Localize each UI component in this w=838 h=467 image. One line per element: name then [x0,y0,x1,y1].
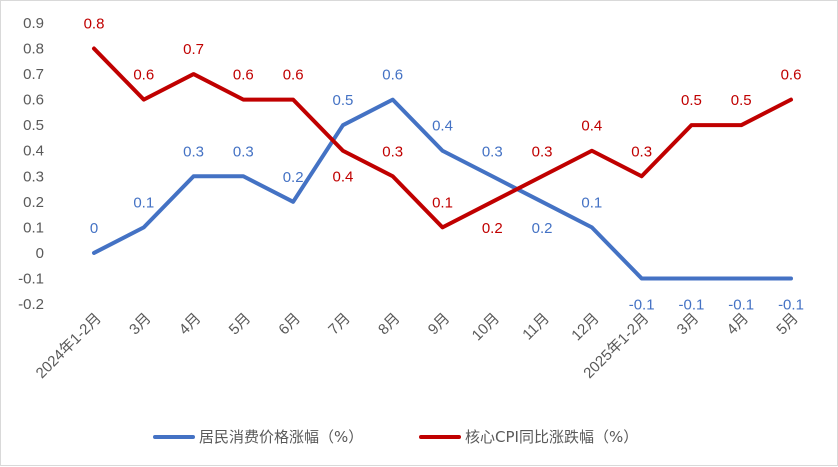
data-label: 0.3 [631,143,652,160]
y-tick-label: 0.4 [23,143,44,160]
x-tick-label: 2024年1-2月 [33,310,105,382]
data-label: 0.1 [432,194,453,211]
y-tick-label: 0.1 [23,219,44,236]
series-line-1 [92,46,793,230]
data-label: 0.3 [233,143,254,160]
data-label: 0.2 [532,220,553,237]
data-label: 0.3 [183,143,204,160]
y-tick-label: 0.8 [23,41,44,58]
x-tick-label: 8月 [375,310,404,339]
data-label: 0.5 [681,92,702,109]
data-label: 0.6 [382,67,403,84]
y-tick-label: 0.2 [23,194,44,211]
legend-label-core-cpi: 核心CPI同比涨跌幅（%） [465,428,639,446]
data-label: 0.1 [581,194,602,211]
data-label: -0.1 [778,296,804,313]
x-tick-label: 3月 [674,310,703,339]
data-label: 0.5 [332,92,353,109]
data-label: -0.1 [629,296,655,313]
data-label: 0.3 [532,143,553,160]
data-label: 0.8 [84,16,105,33]
data-label: 0.3 [382,143,403,160]
legend-item-core-cpi: 核心CPI同比涨跌幅（%） [419,426,638,447]
legend-swatch-core-cpi [419,434,461,439]
legend-swatch-cpi [153,434,195,439]
data-label: 0.4 [332,169,353,186]
x-tick-label: 12月 [568,310,602,344]
x-tick-label: 3月 [126,310,155,339]
x-tick-label: 5月 [773,310,802,339]
data-label: 0.2 [283,169,304,186]
data-label: 0.4 [581,118,602,135]
data-label: -0.1 [678,296,704,313]
y-tick-label: 0.7 [23,66,44,83]
y-tick-label: 0.5 [23,117,44,134]
data-label: 0.6 [133,67,154,84]
data-label: 0 [90,220,98,237]
data-label: 0.3 [482,143,503,160]
legend-item-cpi: 居民消费价格涨幅（%） [153,426,363,447]
data-label: 0.4 [432,118,453,135]
x-tick-label: 4月 [724,310,753,339]
data-label: 0.7 [183,41,204,58]
x-tick-label: 11月 [519,310,553,344]
x-tick-label: 10月 [469,310,503,344]
data-label: 0.2 [482,220,503,237]
x-tick-label: 4月 [176,310,205,339]
y-tick-label: -0.2 [18,296,44,313]
series-line-0 [92,97,793,281]
data-label: 0.6 [283,67,304,84]
y-tick-label: 0.6 [23,92,44,109]
x-tick-label: 5月 [226,310,255,339]
data-label: -0.1 [728,296,754,313]
y-tick-label: -0.1 [18,270,44,287]
data-label: 0.6 [233,67,254,84]
data-label: 0.6 [781,67,802,84]
x-tick-label: 6月 [275,310,304,339]
legend-label-cpi: 居民消费价格涨幅（%） [199,428,364,446]
x-tick-label: 7月 [325,310,354,339]
y-tick-label: 0.9 [23,15,44,32]
data-label: 0.1 [133,194,154,211]
x-tick-label: 9月 [425,310,454,339]
data-label: 0.5 [731,92,752,109]
y-tick-label: 0 [36,245,44,262]
y-tick-label: 0.3 [23,168,44,185]
